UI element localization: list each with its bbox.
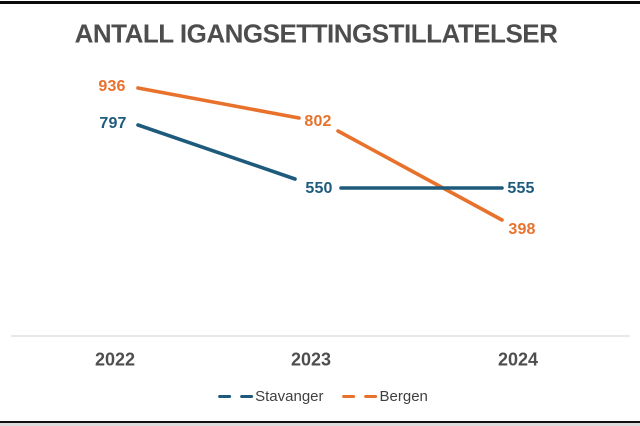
data-label-stavanger-2022: 797 (99, 115, 127, 132)
bergen-line-segment-2 (336, 129, 504, 222)
data-label-bergen-2024: 398 (508, 221, 536, 238)
chart-legend: Stavanger Bergen (218, 388, 428, 405)
card-bottom-border (0, 421, 640, 426)
bottom-shadow (0, 423, 640, 426)
bergen-legend-dash-icon (364, 395, 378, 398)
stavanger-legend-dash-icon (218, 395, 232, 398)
stavanger-line-segment-1 (136, 123, 297, 181)
data-label-bergen-2023: 802 (304, 113, 332, 130)
data-label-bergen-2022: 936 (98, 78, 126, 95)
legend-label-stavanger: Stavanger (255, 388, 324, 405)
x-tick-2024: 2024 (497, 349, 539, 370)
card-top-border (0, 1, 640, 4)
legend-label-bergen: Bergen (379, 388, 428, 405)
legend-item-stavanger: Stavanger (218, 388, 324, 405)
bottom-bar (0, 421, 640, 423)
x-tick-2022: 2022 (94, 349, 136, 370)
x-tick-2023: 2023 (290, 349, 332, 370)
legend-item-bergen: Bergen (342, 388, 428, 405)
bergen-line-segment-1 (136, 86, 301, 120)
data-label-stavanger-2023: 550 (305, 180, 333, 197)
data-label-stavanger-2024: 555 (507, 180, 535, 197)
chart-title: ANTALL IGANGSETTINGSTILLATELSER (74, 18, 558, 49)
stavanger-legend-dash-icon (240, 395, 254, 398)
bergen-legend-dash-icon (342, 395, 356, 398)
